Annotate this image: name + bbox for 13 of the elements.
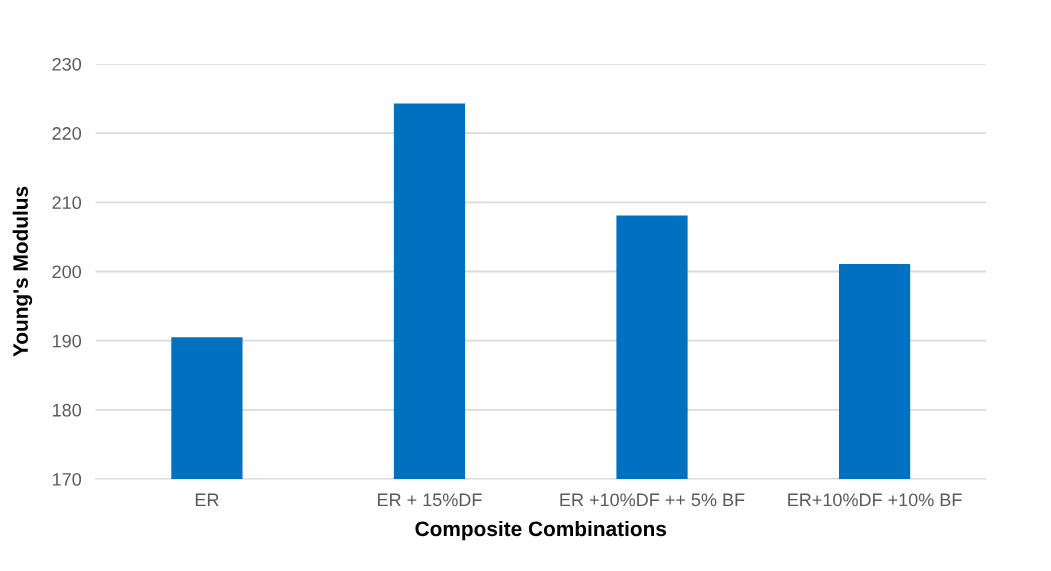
x-tick-label: ER	[195, 493, 219, 507]
y-tick-label: 170	[53, 473, 82, 486]
y-tick-label: 200	[52, 265, 82, 279]
y-tick-label: 220	[52, 127, 82, 140]
y-tick-label: 210	[52, 196, 82, 210]
y-axis-title: Young's Modulus	[12, 186, 33, 357]
y-tick-label: 230	[52, 57, 82, 71]
y-tick-label: 190	[53, 334, 82, 348]
x-tick-label: ER+10%DF +10% BF	[788, 493, 962, 507]
x-axis-title: Composite Combinations	[415, 520, 667, 541]
x-tick-label: ER + 15%DF	[378, 493, 482, 507]
y-tick-label: 180	[53, 403, 82, 417]
x-tick-label: ER +10%DF ++ 5% BF	[560, 493, 745, 507]
